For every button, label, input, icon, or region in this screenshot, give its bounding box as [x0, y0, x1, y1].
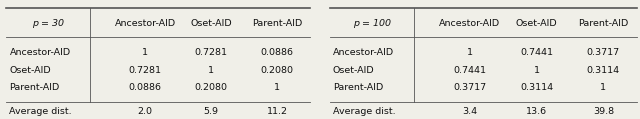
- Text: Parent-AID: Parent-AID: [333, 83, 383, 92]
- Text: 1: 1: [208, 66, 214, 75]
- Text: Ancestor-AID: Ancestor-AID: [439, 19, 500, 28]
- Text: Average dist.: Average dist.: [10, 107, 72, 116]
- Text: Parent-AID: Parent-AID: [10, 83, 60, 92]
- Text: Parent-AID: Parent-AID: [579, 19, 628, 28]
- Text: 0.0886: 0.0886: [129, 83, 162, 92]
- Text: Oset-AID: Oset-AID: [333, 66, 374, 75]
- Text: 5.9: 5.9: [204, 107, 219, 116]
- Text: p = 100: p = 100: [353, 19, 391, 28]
- Text: p = 30: p = 30: [32, 19, 64, 28]
- Text: 1: 1: [467, 48, 473, 57]
- Text: Oset-AID: Oset-AID: [191, 19, 232, 28]
- Text: 0.3717: 0.3717: [453, 83, 486, 92]
- Text: Oset-AID: Oset-AID: [10, 66, 51, 75]
- Text: Parent-AID: Parent-AID: [252, 19, 303, 28]
- Text: 0.7281: 0.7281: [129, 66, 162, 75]
- Text: 0.7281: 0.7281: [195, 48, 228, 57]
- Text: Oset-AID: Oset-AID: [516, 19, 557, 28]
- Text: 3.4: 3.4: [462, 107, 477, 116]
- Text: 13.6: 13.6: [526, 107, 547, 116]
- Text: Average dist.: Average dist.: [333, 107, 396, 116]
- Text: 0.0886: 0.0886: [261, 48, 294, 57]
- Text: Ancestor-AID: Ancestor-AID: [10, 48, 70, 57]
- Text: 39.8: 39.8: [593, 107, 614, 116]
- Text: 1: 1: [142, 48, 148, 57]
- Text: 1: 1: [275, 83, 280, 92]
- Text: 0.3114: 0.3114: [587, 66, 620, 75]
- Text: Ancestor-AID: Ancestor-AID: [333, 48, 394, 57]
- Text: 0.3114: 0.3114: [520, 83, 553, 92]
- Text: 0.7441: 0.7441: [453, 66, 486, 75]
- Text: 2.0: 2.0: [138, 107, 152, 116]
- Text: 0.2080: 0.2080: [195, 83, 228, 92]
- Text: 0.2080: 0.2080: [261, 66, 294, 75]
- Text: Ancestor-AID: Ancestor-AID: [115, 19, 175, 28]
- Text: 0.7441: 0.7441: [520, 48, 553, 57]
- Text: 1: 1: [600, 83, 606, 92]
- Text: 0.3717: 0.3717: [587, 48, 620, 57]
- Text: 11.2: 11.2: [267, 107, 288, 116]
- Text: 1: 1: [534, 66, 540, 75]
